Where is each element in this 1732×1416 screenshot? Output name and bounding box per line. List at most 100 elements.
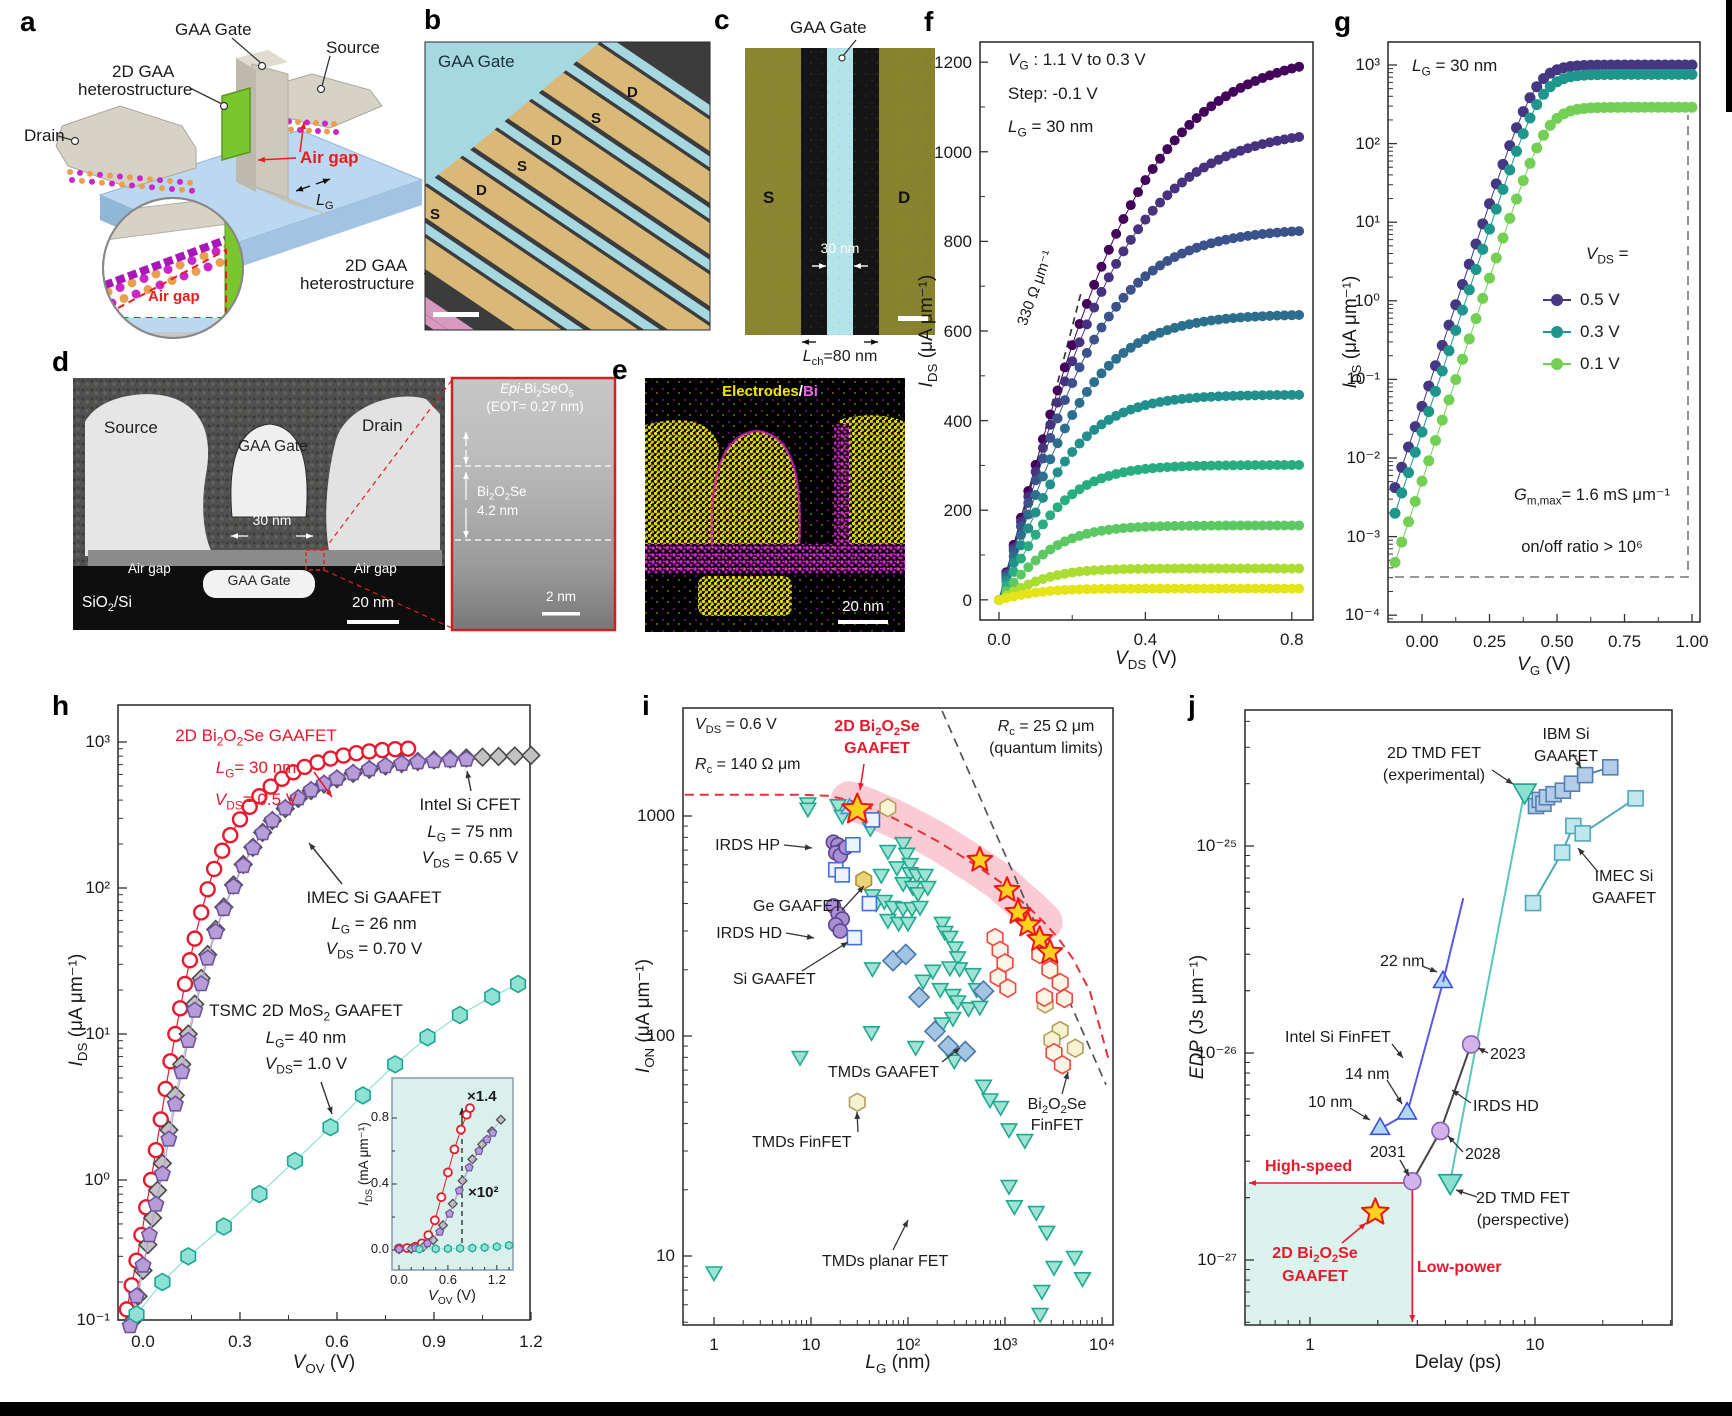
h-ytick-0: 10³ (85, 732, 110, 751)
panel-e-bi-label: Bi (802, 383, 818, 400)
g-xtick-0: 0.00 (1405, 632, 1439, 651)
i-ann-tmdsplanar: TMDs planar FET (822, 1253, 949, 1270)
i-ann-rc140: Rc = 140 Ω μm (695, 756, 801, 777)
j-ann-intel: Intel Si FinFET (1285, 1029, 1391, 1046)
h-red-3: VDS= 0.5 V (214, 790, 298, 813)
h-imec-1: IMEC Si GAAFET (306, 888, 442, 907)
i-xtick-0: 1 (709, 1335, 719, 1354)
i-ann-irdshp: IRDS HP (715, 837, 780, 854)
hins-xtick-1: 0.6 (438, 1272, 457, 1287)
i-xlabel: LG (nm) (865, 1352, 931, 1376)
f-ytick-2: 400 (943, 411, 972, 431)
j-ann-irdshd: IRDS HD (1473, 1098, 1539, 1115)
hins-xtick-2: 1.2 (487, 1272, 506, 1287)
g-legend-2: 0.1 V (1580, 354, 1620, 373)
panel-a-inset-air-gap-label: Air gap (148, 288, 200, 305)
i-ylabel: ION (μA μm⁻¹) (632, 958, 657, 1074)
g-ytick-7: 10⁻⁴ (1344, 605, 1380, 625)
h-ylabel: IDS (μA μm⁻¹) (65, 953, 90, 1067)
j-ann-bi-2: GAAFET (1282, 1268, 1348, 1285)
g-ann-onoff: on/off ratio > 10⁶ (1521, 538, 1643, 556)
panel-letter-a: a (20, 6, 36, 37)
panel-d-air-gap-right: Air gap (354, 561, 397, 576)
j-ytick-1: 10⁻²⁶ (1196, 1043, 1237, 1062)
panel-b-sd-label-5: D (627, 84, 638, 101)
f-xtick-1: 0.4 (1133, 630, 1158, 649)
i-ann-bifin-2: FinFET (1030, 1117, 1084, 1134)
right-edge-bar (1726, 0, 1732, 112)
h-imec-2: LG = 26 nm (331, 914, 417, 937)
g-xtick-1: 0.25 (1472, 632, 1507, 651)
f-ytick-4: 800 (943, 232, 972, 252)
g-legend-0: 0.5 V (1580, 290, 1620, 309)
j-ann-ibm-2: GAAFET (1533, 748, 1599, 765)
panel-a-gaa-gate-label: GAA Gate (175, 20, 252, 39)
i-xtick-4: 10⁴ (1088, 1335, 1116, 1354)
panel-d-inset-line2: (EOT= 0.27 nm) (486, 399, 584, 414)
panel-e-eds (645, 378, 905, 632)
h-intel-1: Intel Si CFET (419, 795, 521, 814)
g-ylabel: IDS (μA μm⁻¹) (1339, 275, 1364, 389)
i-ann-bi-1: 2D Bi2O2Se (834, 718, 920, 739)
f-ytick-6: 1200 (934, 53, 972, 73)
j-ann-lowpower: Low-power (1417, 1259, 1502, 1276)
panel-j-chart (1244, 709, 1673, 1326)
panel-a-air-gap-label: Air gap (300, 148, 359, 167)
g-xtick-2: 0.50 (1540, 632, 1574, 651)
j-ann-imec-2: GAAFET (1591, 890, 1657, 907)
panel-b-sd-label-2: S (517, 158, 528, 175)
panel-c-gaa-gate-label: GAA Gate (790, 18, 867, 37)
j-ann-10nm: 10 nm (1308, 1094, 1353, 1111)
panel-g-chart (1387, 41, 1701, 623)
panel-letter-i: i (642, 690, 650, 721)
f-ytick-1: 200 (943, 501, 972, 521)
j-ann-22nm: 22 nm (1380, 953, 1425, 970)
panel-letter-g: g (1334, 6, 1352, 37)
panel-f-chart (979, 41, 1314, 621)
panel-c-width-label: 30 nm (820, 240, 860, 256)
h-intel-3: VDS = 0.65 V (421, 848, 519, 871)
f-ytick-0: 0 (962, 590, 972, 610)
hins-ytick-2: 0.8 (370, 1109, 389, 1124)
panel-letter-e: e (612, 354, 628, 385)
panel-d-tem (73, 376, 617, 632)
panel-letter-d: d (52, 346, 70, 377)
panel-c-sem (745, 39, 935, 345)
panel-d-source-label: Source (104, 418, 158, 437)
panel-a-hetero-label-2: heterostructure (78, 80, 193, 99)
j-ann-2028: 2028 (1465, 1146, 1501, 1163)
panel-e-scalebar-label: 20 nm (842, 598, 884, 615)
hins-xtick-0: 0.0 (389, 1272, 409, 1287)
i-ann-rc25-2: (quantum limits) (989, 740, 1103, 757)
panel-e-title: Electrodes/Bi (722, 383, 818, 400)
h-xtick-1: 0.3 (228, 1332, 252, 1351)
h-xlabel: VOV (V) (292, 1352, 356, 1376)
j-ann-2031: 2031 (1370, 1144, 1406, 1161)
i-ann-bi-2: GAAFET (844, 740, 910, 757)
g-xlabel: VG (V) (1517, 654, 1571, 678)
panel-letter-c: c (714, 4, 730, 35)
panel-d-gate-top-label: GAA Gate (238, 438, 308, 455)
h-imec-3: VDS = 0.70 V (325, 939, 423, 962)
h-xtick-4: 1.2 (519, 1332, 543, 1351)
g-legend-title: VDS = (1586, 244, 1629, 267)
j-ann-tmdexp-1: 2D TMD FET (1387, 745, 1481, 762)
panel-h-chart (117, 704, 541, 1334)
bottom-frame-bar (0, 1402, 1732, 1416)
hins-ylabel: IDS (mA μm⁻¹) (356, 1122, 375, 1206)
hins-x14: ×1.4 (467, 1088, 497, 1105)
panel-a-drain-label: Drain (24, 126, 65, 145)
f-xlabel: VDS (V) (1115, 648, 1177, 672)
panel-b-sd-label-4: S (591, 110, 602, 127)
panel-d-substrate-label: SiO2/Si (82, 594, 132, 615)
h-xtick-3: 0.9 (422, 1332, 446, 1351)
i-ann-vds: VDS = 0.6 V (695, 716, 777, 737)
hins-xlabel: VOV (V) (428, 1288, 476, 1307)
panel-d-inset-scalebar: 2 nm (545, 589, 577, 604)
panel-c-s-label: S (763, 188, 775, 207)
panel-a-schematic (55, 37, 456, 339)
panel-letter-b: b (424, 4, 442, 35)
j-ann-tmdper-1: 2D TMD FET (1476, 1190, 1570, 1207)
j-xtick-1: 10 (1525, 1335, 1545, 1354)
